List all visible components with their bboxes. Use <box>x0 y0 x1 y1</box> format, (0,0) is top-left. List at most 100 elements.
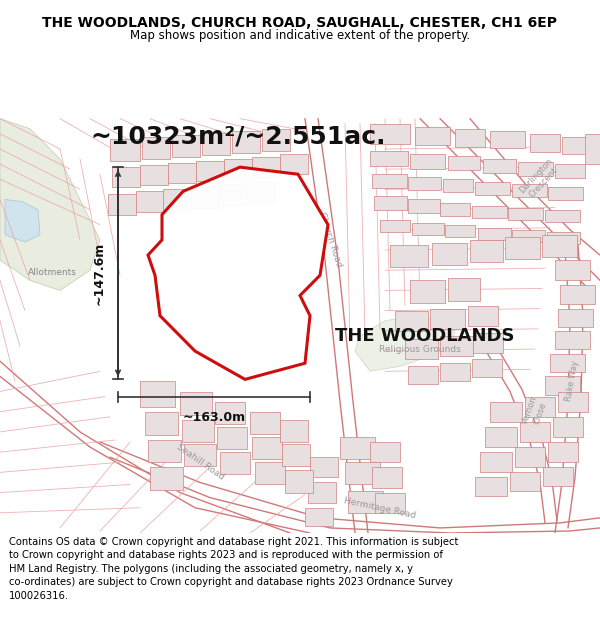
Bar <box>585 134 600 164</box>
Bar <box>172 135 200 157</box>
Bar <box>472 359 502 378</box>
Polygon shape <box>355 316 455 371</box>
Bar <box>505 237 540 259</box>
Bar <box>202 132 230 155</box>
Bar <box>372 468 402 488</box>
Bar <box>560 286 595 304</box>
Text: Vernon
Close: Vernon Close <box>521 394 549 429</box>
Bar <box>340 437 375 459</box>
Bar <box>112 167 140 187</box>
Bar <box>550 354 585 372</box>
Bar <box>305 508 333 526</box>
Text: Contains OS data © Crown copyright and database right 2021. This information is : Contains OS data © Crown copyright and d… <box>9 537 458 601</box>
Text: THE WOODLANDS: THE WOODLANDS <box>335 327 515 345</box>
Bar <box>375 492 405 512</box>
Bar <box>262 129 290 151</box>
Bar <box>148 440 181 462</box>
Bar <box>478 228 511 240</box>
Polygon shape <box>5 199 40 242</box>
Bar <box>448 278 480 301</box>
Text: THE WOODLANDS, CHURCH ROAD, SAUGHALL, CHESTER, CH1 6EP: THE WOODLANDS, CHURCH ROAD, SAUGHALL, CH… <box>43 16 557 30</box>
Bar <box>380 220 410 232</box>
Bar <box>475 478 507 496</box>
Bar <box>390 245 428 268</box>
Bar <box>512 184 547 198</box>
Bar <box>110 139 140 161</box>
Bar <box>443 179 473 192</box>
Bar <box>547 232 580 244</box>
Bar <box>108 194 136 214</box>
Bar <box>472 206 507 217</box>
Bar <box>280 154 308 174</box>
Bar <box>252 437 282 459</box>
Bar <box>255 462 285 484</box>
Bar <box>163 189 191 209</box>
Bar <box>490 131 525 148</box>
Bar <box>405 339 438 359</box>
Polygon shape <box>0 119 100 291</box>
Bar <box>490 402 522 422</box>
Bar <box>136 191 164 212</box>
Bar <box>219 184 247 204</box>
Bar <box>555 164 585 178</box>
Bar <box>224 159 252 179</box>
Bar <box>483 159 516 173</box>
Text: Map shows position and indicative extent of the property.: Map shows position and indicative extent… <box>130 29 470 42</box>
Bar <box>345 462 380 484</box>
Text: Darlington
Crescent: Darlington Crescent <box>518 156 562 202</box>
Bar <box>415 127 450 145</box>
Bar <box>217 427 247 449</box>
Bar <box>395 311 428 331</box>
Bar <box>530 134 560 152</box>
Bar <box>282 444 310 466</box>
Bar <box>191 188 219 208</box>
Bar <box>545 376 580 394</box>
Bar <box>473 333 503 353</box>
Text: Hermitage Road: Hermitage Road <box>343 496 417 520</box>
Bar <box>372 174 407 188</box>
Bar <box>562 137 592 154</box>
Bar <box>180 391 212 415</box>
Bar <box>448 156 480 170</box>
Bar <box>140 165 168 186</box>
Bar <box>250 412 280 434</box>
Bar <box>553 417 583 437</box>
Bar <box>480 452 512 472</box>
Polygon shape <box>148 167 328 379</box>
Bar <box>370 151 408 166</box>
Bar <box>432 243 467 265</box>
Bar <box>455 129 485 147</box>
Bar <box>512 230 545 242</box>
Bar <box>374 196 407 209</box>
Bar <box>145 412 178 435</box>
Bar <box>542 235 577 257</box>
Bar <box>470 240 503 262</box>
Bar <box>510 472 540 491</box>
Bar <box>558 309 593 327</box>
Bar <box>548 188 583 201</box>
Bar <box>440 202 470 216</box>
Bar <box>555 331 590 349</box>
Bar <box>310 458 338 478</box>
Bar <box>182 420 214 442</box>
Text: Allotments: Allotments <box>28 268 76 278</box>
Bar <box>468 306 498 326</box>
Text: Religious Grounds: Religious Grounds <box>379 344 461 354</box>
Text: Seahill Road: Seahill Road <box>175 442 226 482</box>
Bar <box>285 471 313 492</box>
Bar <box>370 442 400 462</box>
Bar <box>525 397 555 417</box>
Bar <box>555 260 590 281</box>
Bar <box>518 162 553 176</box>
Text: ~163.0m: ~163.0m <box>182 411 245 424</box>
Bar <box>545 209 580 222</box>
Bar <box>410 281 445 302</box>
Bar <box>232 131 260 153</box>
Text: ~147.6m: ~147.6m <box>93 242 106 305</box>
Bar <box>142 137 170 159</box>
Bar <box>520 422 550 442</box>
Bar <box>246 182 274 203</box>
Text: Church Road: Church Road <box>317 211 343 269</box>
Bar <box>308 482 336 502</box>
Bar <box>196 161 224 181</box>
